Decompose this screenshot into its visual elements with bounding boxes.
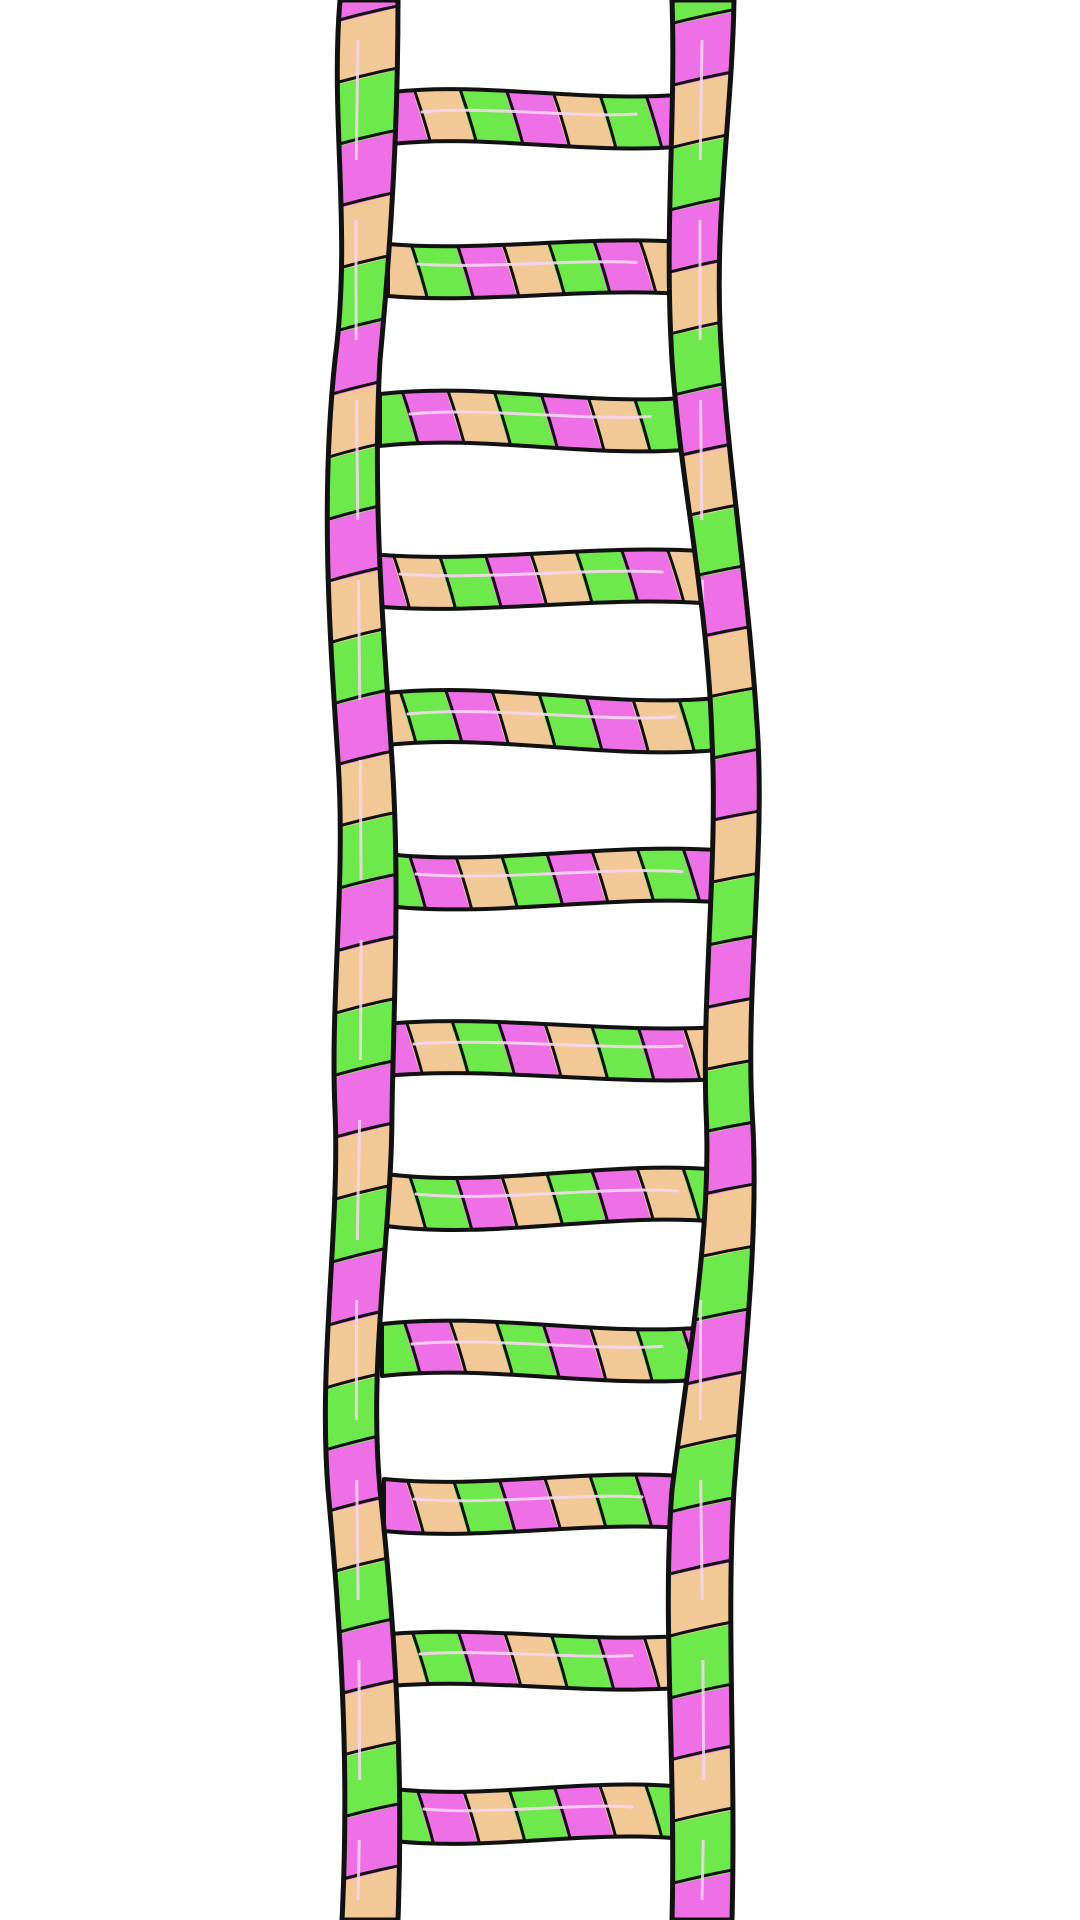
illustration-canvas [322, 0, 762, 1920]
ladder-illustration [322, 0, 762, 1920]
